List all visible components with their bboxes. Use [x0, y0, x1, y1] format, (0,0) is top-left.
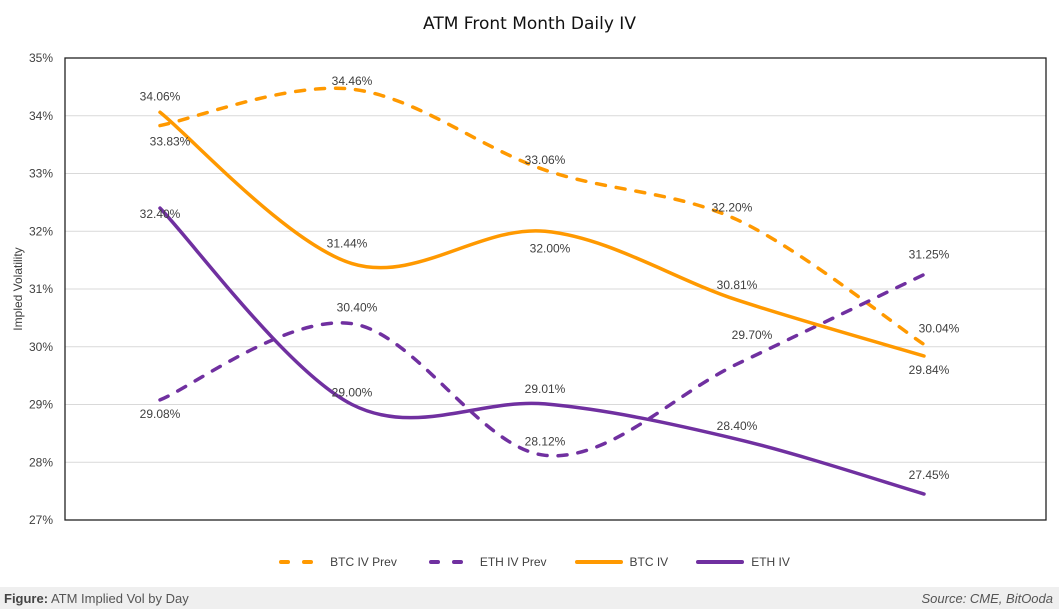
- y-tick-label: 29%: [29, 398, 53, 412]
- legend-item-eth-iv: ETH IV: [690, 555, 790, 569]
- source-note: Source: CME, BitOoda: [921, 591, 1054, 606]
- data-label-btc-iv: 31.44%: [327, 237, 368, 251]
- data-label-eth-iv: 28.40%: [717, 419, 758, 433]
- data-label-btc-iv-prev: 32.20%: [712, 201, 753, 215]
- data-label-eth-iv: 29.00%: [332, 386, 373, 400]
- legend-label: ETH IV Prev: [479, 555, 547, 569]
- data-label-eth-iv-prev: 31.25%: [909, 248, 950, 262]
- data-label-eth-iv: 27.45%: [909, 468, 950, 482]
- data-label-btc-iv: 29.84%: [909, 363, 950, 377]
- data-label-btc-iv: 30.81%: [717, 278, 758, 292]
- data-label-btc-iv-prev: 34.46%: [332, 74, 373, 88]
- data-label-eth-iv: 29.01%: [525, 382, 566, 396]
- data-label-eth-iv-prev: 29.70%: [732, 328, 773, 342]
- legend-item-eth-iv-prev: ETH IV Prev: [419, 555, 547, 569]
- plot-frame: [64, 57, 1047, 521]
- data-label-eth-iv-prev: 29.08%: [140, 407, 181, 421]
- legend-swatch: [574, 560, 623, 564]
- series-line-eth-iv-prev: [158, 272, 926, 458]
- data-label-eth-iv-prev: 30.40%: [337, 301, 378, 315]
- data-label-btc-iv-prev: 33.83%: [150, 135, 191, 149]
- y-tick-label: 35%: [29, 51, 53, 65]
- figure-caption-label: Figure:: [4, 591, 49, 606]
- legend-swatch: [696, 560, 745, 564]
- y-axis-label: Impled Volatility: [11, 247, 25, 330]
- data-label-btc-iv: 32.00%: [530, 241, 571, 255]
- series-line-eth-iv: [158, 206, 926, 496]
- y-tick-label: 34%: [29, 109, 53, 123]
- data-label-eth-iv-prev: 28.12%: [525, 434, 566, 448]
- chart-title: ATM Front Month Daily IV: [423, 14, 636, 34]
- legend-item-btc-iv-prev: BTC IV Prev: [269, 555, 397, 569]
- y-tick-label: 31%: [29, 282, 53, 296]
- y-axis-ticks: 27% 28% 29% 30% 31% 32% 33% 34% 35%: [29, 51, 53, 527]
- legend-item-btc-iv: BTC IV: [569, 555, 669, 569]
- series-line-btc-iv: [158, 110, 926, 358]
- y-tick-label: 27%: [29, 513, 53, 527]
- legend-label: BTC IV Prev: [330, 555, 397, 569]
- series-line-btc-iv-prev: [158, 86, 926, 347]
- y-tick-label: 28%: [29, 455, 53, 469]
- y-tick-label: 33%: [29, 167, 53, 181]
- y-tick-label: 32%: [29, 224, 53, 238]
- data-label-btc-iv-prev: 33.06%: [525, 153, 566, 167]
- figure-caption-text: ATM Implied Vol by Day: [50, 591, 189, 606]
- gridlines: [65, 115, 1046, 463]
- series-lines: [158, 86, 926, 496]
- figure-caption: Figure: ATM Implied Vol by Day: [4, 591, 189, 606]
- y-tick-label: 30%: [29, 340, 53, 354]
- data-label-btc-iv: 34.06%: [140, 89, 181, 103]
- data-labels: 33.83% 34.46% 33.06% 32.20% 30.04% 29.08% 30.4…: [140, 74, 960, 482]
- legend-label: ETH IV: [751, 555, 790, 569]
- figure-footer: Figure: ATM Implied Vol by Day Source: C…: [0, 587, 1059, 609]
- legend: BTC IV Prev ETH IV Prev BTC IV ETH IV: [0, 555, 1059, 569]
- legend-swatch: [279, 560, 324, 564]
- data-label-btc-iv-prev: 30.04%: [919, 321, 960, 335]
- legend-label: BTC IV: [629, 555, 669, 569]
- line-chart: 27% 28% 29% 30% 31% 32% 33% 34% 35% Impled Volat…: [11, 51, 1047, 527]
- legend-swatch: [428, 560, 473, 564]
- data-label-eth-iv: 32.40%: [140, 207, 181, 221]
